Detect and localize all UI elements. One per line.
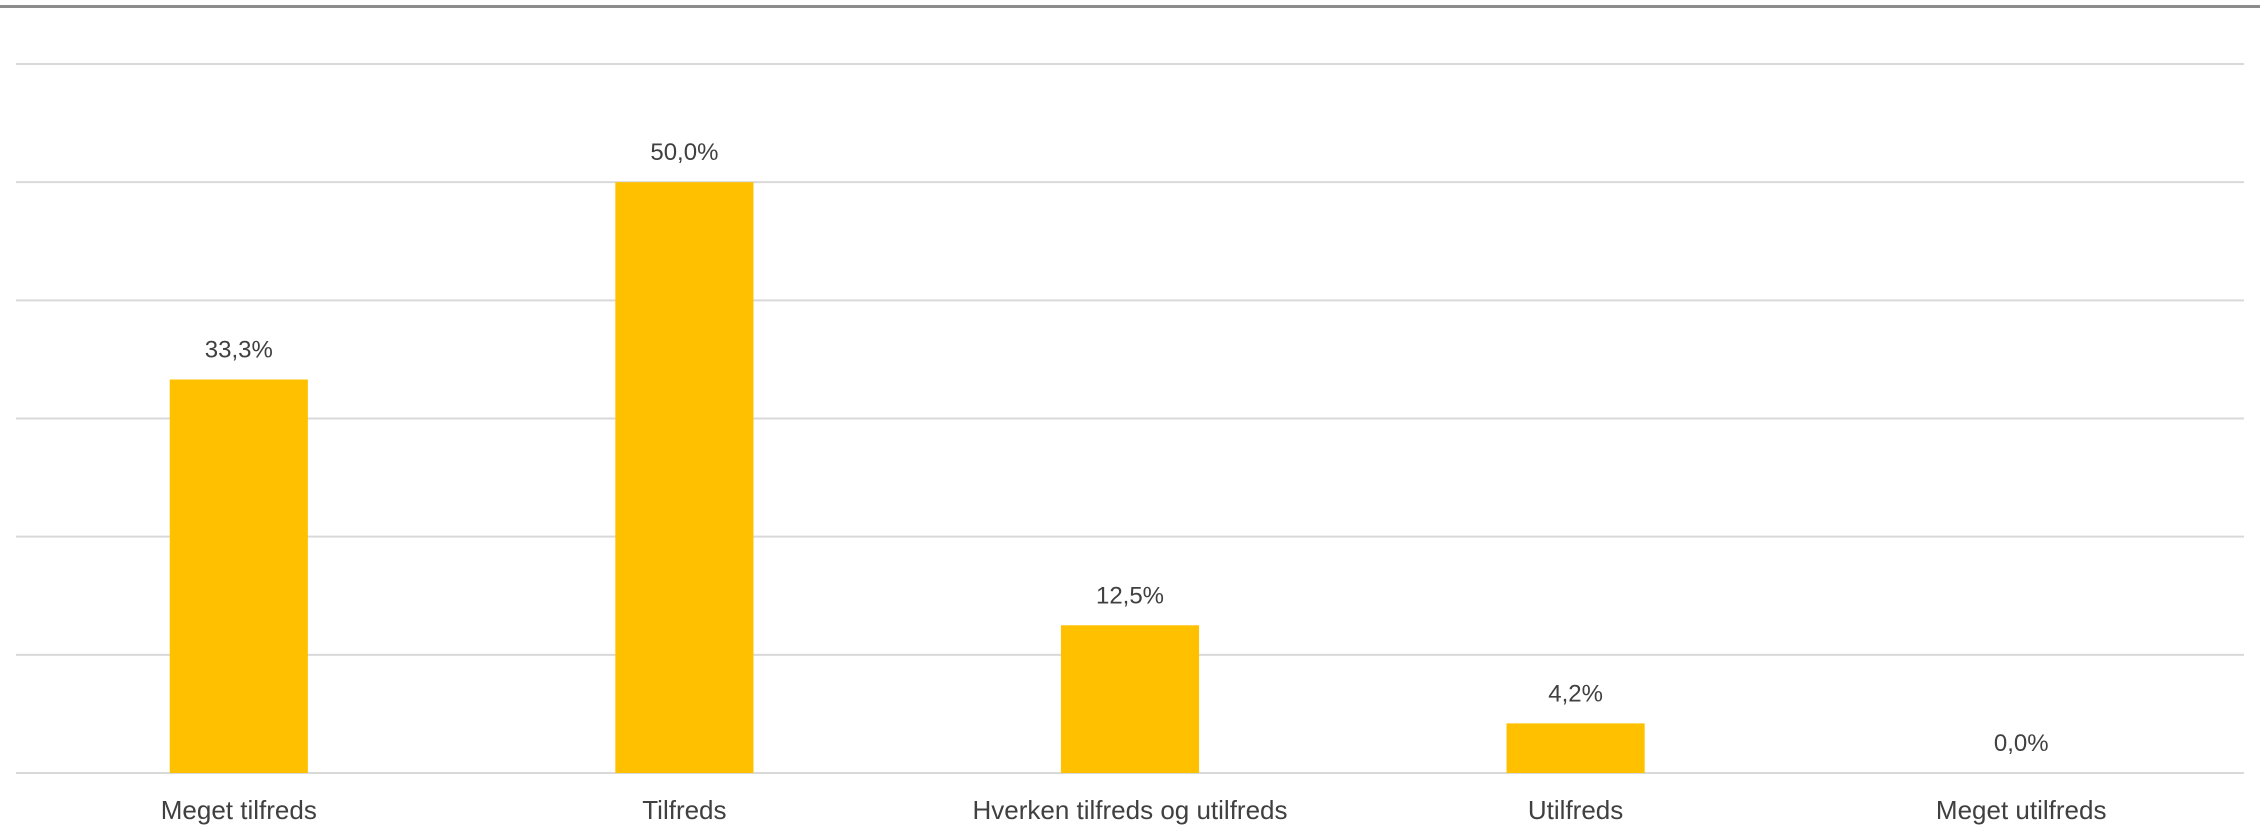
bar <box>1060 625 1200 773</box>
bar <box>1506 723 1645 773</box>
bar <box>615 182 754 773</box>
data-label: 0,0% <box>1994 730 2049 757</box>
data-labels: 33,3% 50,0% 12,5% 4,2% 0,0% <box>205 139 2049 757</box>
data-label: 12,5% <box>1096 582 1164 609</box>
category-tick-label: Hverken tilfreds og utilfreds <box>972 795 1287 825</box>
bar <box>169 379 308 773</box>
data-label: 50,0% <box>650 139 718 166</box>
top-border-rule <box>0 5 2260 8</box>
data-label: 4,2% <box>1548 680 1603 707</box>
category-tick-label: Tilfreds <box>642 795 726 825</box>
bars <box>169 182 1645 773</box>
gridlines <box>16 63 2244 774</box>
category-tick-labels: Meget tilfreds Tilfreds Hverken tilfreds o… <box>161 795 2107 825</box>
category-tick-label: Utilfreds <box>1528 795 1623 825</box>
category-tick-label: Meget tilfreds <box>161 795 317 825</box>
category-tick-label: Meget utilfreds <box>1936 795 2107 825</box>
data-label: 33,3% <box>205 337 273 364</box>
